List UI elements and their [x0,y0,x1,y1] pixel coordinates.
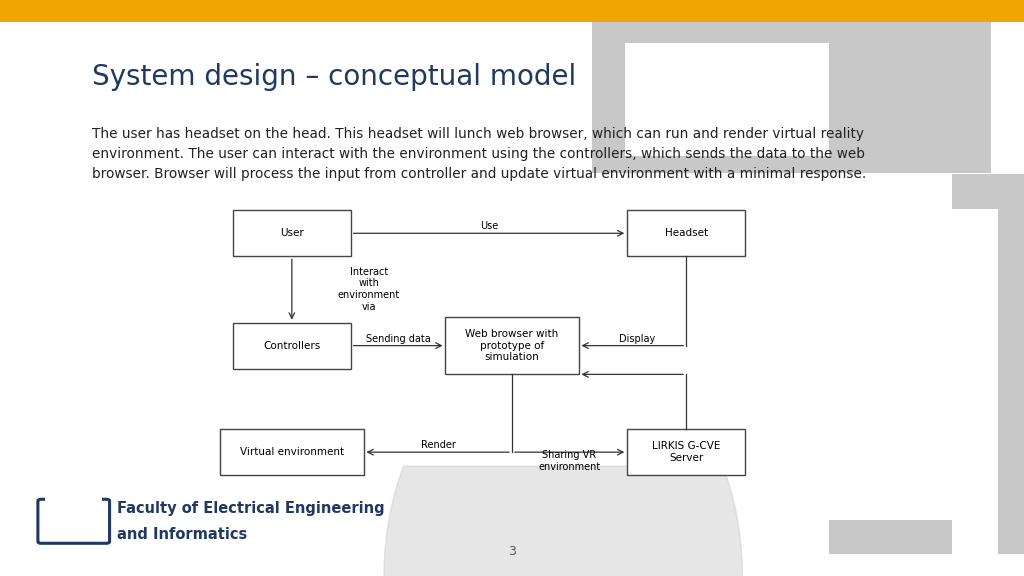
Text: and Informatics: and Informatics [117,527,247,542]
Text: Display: Display [618,334,655,344]
FancyBboxPatch shape [232,210,350,256]
Text: Virtual environment: Virtual environment [240,447,344,457]
Text: Sharing VR
environment: Sharing VR environment [539,450,600,472]
Text: Faculty of Electrical Engineering: Faculty of Electrical Engineering [117,501,384,516]
Text: Use: Use [480,221,499,232]
FancyBboxPatch shape [627,210,745,256]
Text: Sending data: Sending data [366,334,431,344]
FancyBboxPatch shape [220,429,364,475]
Text: System design – conceptual model: System design – conceptual model [92,63,577,92]
Bar [45,497,102,508]
Text: Headset: Headset [665,228,708,238]
Text: 3: 3 [508,545,516,558]
Bar [0,0,1024,22]
Bar [952,209,998,554]
FancyBboxPatch shape [232,323,350,369]
Bar [829,520,952,554]
Polygon shape [384,466,742,576]
Text: Controllers: Controllers [263,340,321,351]
FancyBboxPatch shape [445,317,579,374]
Bar [59,511,88,539]
Text: The user has headset on the head. This headset will lunch web browser, which can: The user has headset on the head. This h… [92,127,866,181]
Text: Web browser with
prototype of
simulation: Web browser with prototype of simulation [465,329,559,362]
Text: Interact
with
environment
via: Interact with environment via [338,267,400,312]
Text: User: User [280,228,304,238]
FancyBboxPatch shape [627,429,745,475]
Text: LIRKIS G-CVE
Server: LIRKIS G-CVE Server [652,441,720,463]
Bar [952,174,1024,554]
Bar [592,22,991,173]
Bar [625,43,829,156]
Text: Render: Render [421,440,456,450]
